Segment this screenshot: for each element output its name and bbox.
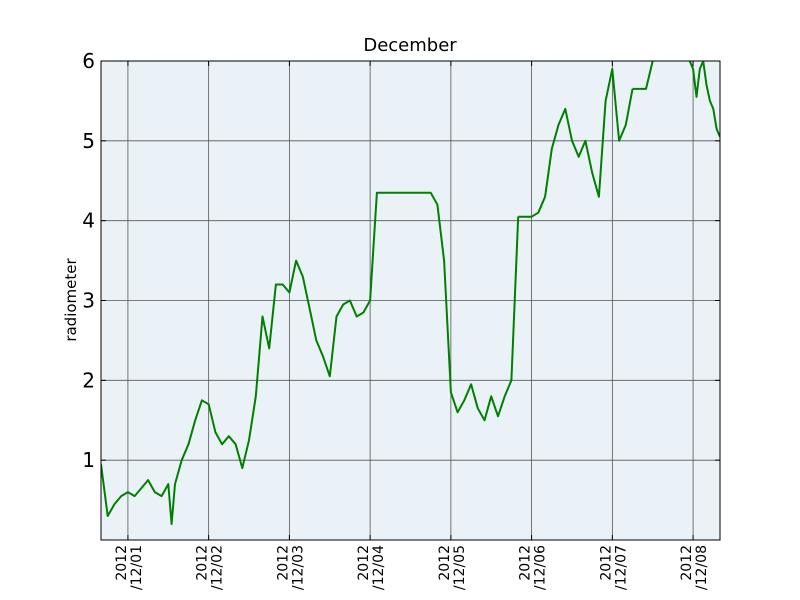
grid [101, 61, 720, 540]
series-line [632, 61, 654, 90]
series-line [688, 61, 720, 138]
series-line [719, 133, 720, 137]
y-axis-label: radiometer [62, 257, 80, 341]
x-tick-label-year: 2012 [518, 545, 534, 581]
x-tick-label-date: /12/07 [613, 545, 629, 590]
y-tick-label: 1 [82, 448, 95, 472]
x-tick-label-year: 2012 [437, 545, 453, 581]
x-tick-label-date: /12/06 [533, 545, 549, 590]
y-tick-label: 6 [82, 49, 95, 73]
x-tick-label-date: /12/01 [129, 545, 145, 590]
x-tick-label-date: /12/05 [452, 545, 468, 590]
series-layer [101, 61, 720, 525]
x-tick-label-date: /12/04 [371, 545, 387, 590]
x-tick-label-year: 2012 [598, 545, 614, 581]
x-tick-label-year: 2012 [275, 545, 291, 581]
chart-title: December [363, 35, 457, 56]
x-tick-label-year: 2012 [195, 545, 211, 581]
x-tick-label-year: 2012 [679, 545, 695, 581]
x-axis: 2012/12/01 2012/12/02 2012/12/03 2012/12/04… [114, 61, 710, 590]
x-tick-label-date: /12/08 [694, 545, 710, 590]
y-tick-label: 4 [82, 209, 95, 233]
x-tick-label-date: /12/02 [210, 545, 226, 590]
series-line [101, 191, 520, 525]
x-tick-label-year: 2012 [356, 545, 372, 581]
y-tick-label: 3 [82, 289, 95, 313]
y-tick-label: 5 [82, 129, 95, 153]
x-tick-label-date: /12/03 [290, 545, 306, 590]
y-tick-label: 2 [82, 368, 95, 392]
y-axis: 1 2 3 4 5 6 [82, 49, 720, 472]
x-tick-label-year: 2012 [114, 545, 130, 581]
series-line [518, 68, 634, 218]
